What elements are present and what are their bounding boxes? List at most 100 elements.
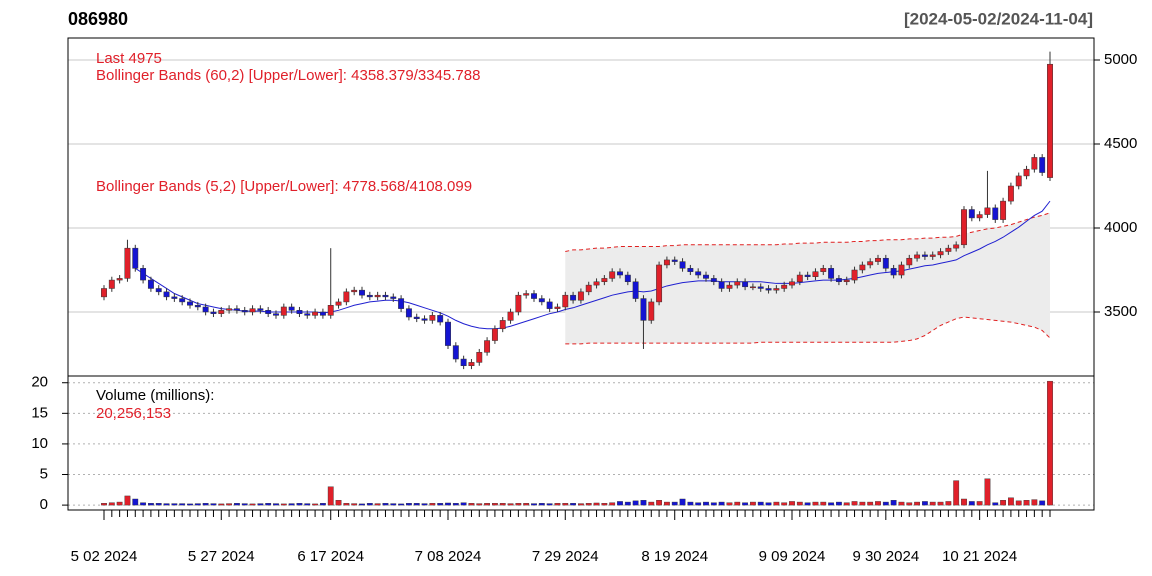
candle-body <box>648 301 655 321</box>
volume-bar <box>882 501 889 506</box>
volume-bar <box>187 503 193 506</box>
candle-body <box>710 278 717 283</box>
candle-body <box>718 281 725 289</box>
volume-bar <box>437 503 444 506</box>
volume-bar <box>781 502 788 506</box>
candle-body <box>984 207 991 215</box>
volume-bar <box>343 503 350 506</box>
volume-bar <box>1031 499 1038 506</box>
volume-bar <box>929 501 936 506</box>
candle-body <box>749 286 756 289</box>
candle-body <box>101 288 107 298</box>
volume-bar <box>851 501 858 506</box>
volume-bar <box>937 501 944 506</box>
y-tick-label: 3500 <box>1104 303 1137 320</box>
volume-bar <box>961 498 967 506</box>
volume-bar <box>617 501 623 506</box>
volume-bar <box>132 498 139 506</box>
volume-title: Volume (millions): <box>96 387 214 404</box>
candle-body <box>1007 185 1014 202</box>
candle-body <box>351 289 358 293</box>
volume-bar <box>515 503 522 506</box>
volume-bar <box>968 501 975 506</box>
candle-body <box>319 311 326 316</box>
candle-body <box>820 268 827 272</box>
volume-bar <box>390 503 397 506</box>
volume-bar <box>679 498 686 506</box>
candle-body <box>132 247 139 269</box>
volume-bar <box>155 503 162 506</box>
candle-body <box>687 268 694 272</box>
volume-bar <box>914 501 920 506</box>
volume-bar <box>523 503 530 506</box>
volume-bar <box>601 503 608 506</box>
volume-bar <box>1047 380 1053 506</box>
volume-bar <box>836 501 842 506</box>
volume-bar <box>210 503 217 506</box>
volume-bar <box>1008 497 1014 506</box>
candle-body <box>538 298 545 303</box>
candle-body <box>890 268 897 276</box>
volume-bar <box>499 503 506 506</box>
volume-panel <box>67 375 1095 511</box>
volume-bar <box>140 502 146 506</box>
candle-body <box>249 308 256 313</box>
v-tick-label: 0 <box>40 496 48 513</box>
band-lower <box>565 316 1051 345</box>
candle-body <box>695 271 702 276</box>
volume-bar <box>757 501 764 506</box>
candle-body <box>491 328 498 341</box>
candle-body <box>116 278 123 281</box>
candle-body <box>460 358 467 367</box>
candle-body <box>554 306 561 309</box>
candle-body <box>218 310 225 314</box>
candle-body <box>773 288 780 291</box>
candle-body <box>617 271 623 276</box>
candle-body <box>562 294 569 308</box>
annotation: Last 4975 <box>96 50 162 67</box>
candle-body <box>585 284 592 293</box>
candle-body <box>1015 175 1022 187</box>
volume-label: 20,256,153 <box>96 405 171 422</box>
volume-bar <box>734 501 741 506</box>
candle-body <box>679 261 686 269</box>
volume-bar <box>312 503 318 506</box>
candle-body <box>515 294 522 313</box>
candle-body <box>921 254 928 257</box>
volume-bar <box>179 503 186 506</box>
candle-body <box>835 278 842 283</box>
candle-body <box>233 308 240 311</box>
candle-body <box>640 298 647 321</box>
volume-bar <box>148 503 154 506</box>
volume-bar <box>773 501 780 506</box>
candle-body <box>280 306 287 316</box>
volume-bar <box>335 500 342 506</box>
volume-bar <box>922 501 928 506</box>
volume-bar <box>953 480 960 506</box>
volume-bar <box>265 503 272 506</box>
candle-body <box>546 301 553 309</box>
candle-body <box>632 281 639 299</box>
candle-body <box>335 301 342 306</box>
candle-body <box>703 274 709 279</box>
volume-bar <box>452 503 459 506</box>
candle-body <box>804 274 811 277</box>
volume-bar <box>351 503 358 506</box>
volume-bar <box>1015 500 1022 506</box>
volume-bar <box>554 503 561 506</box>
candle-body <box>327 305 334 316</box>
candle-body <box>507 311 514 321</box>
candle-body <box>570 294 577 301</box>
candle-body <box>484 340 491 353</box>
volume-bar <box>820 501 827 506</box>
candle-body <box>968 209 975 219</box>
volume-bar <box>171 503 178 506</box>
volume-bar <box>789 501 795 506</box>
volume-bar <box>531 503 537 506</box>
candle-body <box>147 279 154 289</box>
candle-body <box>843 279 850 283</box>
candle-body <box>656 264 663 303</box>
candle-body <box>945 247 952 252</box>
volume-bar <box>398 503 404 506</box>
candle-body <box>429 315 436 321</box>
